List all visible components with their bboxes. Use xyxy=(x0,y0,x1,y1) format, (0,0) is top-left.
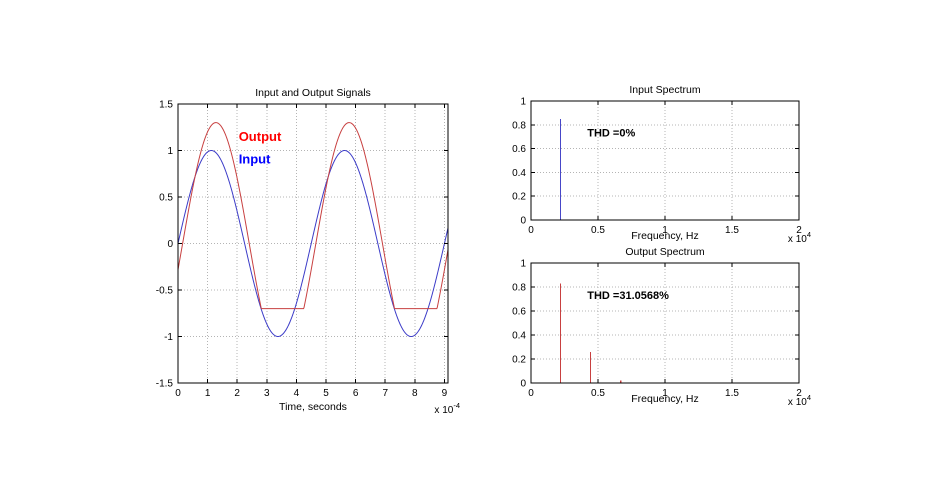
x-tick-label: 0.5 xyxy=(591,388,605,399)
y-tick-label: 1 xyxy=(520,97,526,108)
x-tick-label: 2 xyxy=(234,388,240,399)
y-tick-label: -1 xyxy=(164,332,173,343)
x-tick-label: 0 xyxy=(528,388,534,399)
x-tick-label: 1 xyxy=(662,388,668,399)
y-tick-label: 1 xyxy=(167,146,173,157)
x-axis-scale-label: x 10-4 xyxy=(434,401,460,416)
x-tick-label: 0 xyxy=(175,388,181,399)
annotation-thd-0-: THD =0% xyxy=(587,128,635,140)
x-tick-label: 2 xyxy=(796,388,802,399)
y-tick-label: 0 xyxy=(167,239,173,250)
x-tick-label: 5 xyxy=(323,388,329,399)
plot-area xyxy=(531,101,799,220)
x-tick-label: 1 xyxy=(205,388,211,399)
y-tick-label: 0.6 xyxy=(512,144,526,155)
y-tick-label: 0.4 xyxy=(512,168,526,179)
x-tick-label: 1.5 xyxy=(725,225,739,236)
y-tick-label: 1.5 xyxy=(159,100,173,111)
y-tick-label: -1.5 xyxy=(156,379,174,390)
y-tick-label: 0.4 xyxy=(512,331,526,342)
x-tick-label: 1 xyxy=(662,225,668,236)
y-tick-label: 0.2 xyxy=(512,192,526,203)
y-tick-label: 0.8 xyxy=(512,120,526,131)
annotation-thd-31-0568-: THD =31.0568% xyxy=(587,290,669,302)
x-axis-scale-label: x 104 xyxy=(788,230,811,245)
annotation-input: Input xyxy=(239,152,271,167)
y-tick-label: 0.8 xyxy=(512,283,526,294)
x-tick-label: 6 xyxy=(353,388,359,399)
chart-title: Input and Output Signals xyxy=(255,87,371,99)
y-tick-label: -0.5 xyxy=(156,286,174,297)
y-tick-label: 0 xyxy=(520,216,526,227)
chart-title: Output Spectrum xyxy=(625,246,705,258)
x-tick-label: 0 xyxy=(528,225,534,236)
x-tick-label: 8 xyxy=(412,388,418,399)
x-tick-label: 0.5 xyxy=(591,225,605,236)
y-tick-label: 0 xyxy=(520,379,526,390)
chart-title: Input Spectrum xyxy=(629,84,700,96)
x-tick-label: 7 xyxy=(382,388,388,399)
x-axis-scale-label: x 104 xyxy=(788,393,811,408)
output-signal-line xyxy=(177,122,449,310)
x-tick-label: 2 xyxy=(796,225,802,236)
x-tick-label: 4 xyxy=(294,388,300,399)
y-tick-label: 0.6 xyxy=(512,307,526,318)
input-spectrum-chart: 0 0.5 1 1.5 2 0 0.2 0.4 0.6 0.8 1 Input Spectrum Fre… xyxy=(512,84,811,245)
input-output-signals-chart: 0 1 2 3 4 5 6 7 8 9 -1.5 -1 -0.5 0 0.5 1 1.5 Input and Ou… xyxy=(156,87,460,416)
annotation-output: Output xyxy=(239,129,282,144)
y-tick-label: 1 xyxy=(520,259,526,270)
x-axis-label: Frequency, Hz xyxy=(631,393,699,405)
input-signal-line xyxy=(177,149,449,338)
y-tick-label: 0.2 xyxy=(512,355,526,366)
x-tick-label: 3 xyxy=(264,388,270,399)
x-axis-label: Frequency, Hz xyxy=(631,230,699,242)
output-spectrum-chart: 0 0.5 1 1.5 2 0 0.2 0.4 0.6 0.8 1 Output Spectrum Fr… xyxy=(512,246,811,408)
y-tick-label: 0.5 xyxy=(159,193,173,204)
x-axis-label: Time, seconds xyxy=(279,401,347,413)
x-tick-label: 9 xyxy=(442,388,448,399)
x-tick-label: 1.5 xyxy=(725,388,739,399)
